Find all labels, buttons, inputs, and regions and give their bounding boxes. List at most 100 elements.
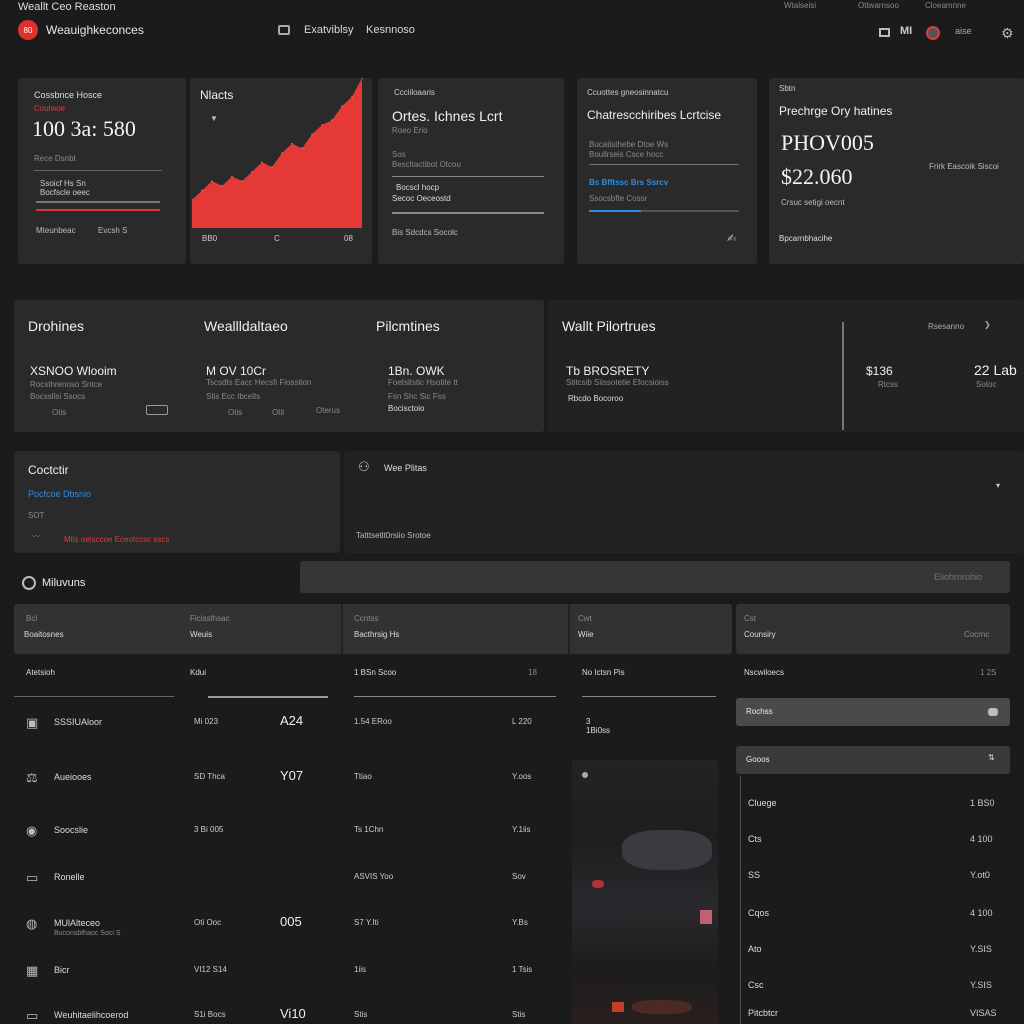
plans-foot: Tatttsetlt0rsiio Srotoe	[356, 531, 431, 540]
table-row[interactable]: ▭ Ronelle ASVIS Yoo Sov	[14, 862, 570, 902]
area-point	[291, 142, 293, 145]
side-list-item[interactable]: Cqos 4 100	[744, 906, 1004, 922]
search-input[interactable]	[300, 561, 1010, 593]
row-c3: 3 1Bi0ss	[586, 717, 611, 735]
side-row0: Nscwiloecs	[744, 668, 785, 677]
area-point	[351, 95, 353, 98]
row-c2: ASVIS Yoo	[354, 872, 394, 881]
area-point	[201, 189, 203, 192]
changes-highlight[interactable]: Bs Bfftssc Brs Ssrcv	[589, 178, 669, 187]
nav-link-a[interactable]: Exatviblsy	[304, 24, 354, 36]
top-right-link-c[interactable]: Cloeamnne	[925, 1, 966, 10]
side-list-item[interactable]: SS Y.ot0	[744, 868, 1004, 884]
thumb-blob-1	[622, 830, 712, 870]
area-point	[251, 170, 253, 173]
brand-name[interactable]: Weauighkeconces	[46, 23, 144, 37]
thumb-blob-4	[632, 1000, 692, 1014]
band-col2-foot-c: Oterus	[316, 406, 341, 415]
table-row[interactable]: ◉ Soocslie 3 Bi 005 Ts 1Chn Y.1iis	[14, 815, 570, 855]
top-app-label: Weallt Ceo Reaston	[18, 1, 116, 13]
orders-footer: Bis Sdcdcs Socolc	[392, 228, 458, 237]
kpi-progress-grey	[36, 201, 160, 203]
row-c2b: Stis	[512, 1010, 526, 1019]
contact-small: SOT	[28, 511, 45, 520]
logo-badge[interactable]: 80	[18, 20, 38, 40]
band-col2-sub1: Tscsdts Eacc Hecsfi Fiosstion	[206, 378, 312, 387]
notification-icon[interactable]	[926, 26, 940, 40]
side-list-item[interactable]: Csc Y.SIS	[744, 978, 1004, 994]
side-button[interactable]: Rochss	[736, 698, 1010, 726]
band-right-chevron-icon[interactable]: ❯	[984, 320, 991, 329]
area-point	[211, 180, 213, 182]
row-name: Soocslie	[54, 825, 89, 835]
changes-card[interactable]: Ccuottes gneosinnatcu Chatrescchiribes L…	[577, 78, 757, 264]
band-col2-foot-b: Otil	[272, 408, 284, 417]
right-icon-label[interactable]: MI	[900, 25, 913, 37]
table-row[interactable]: ▣ SSSIUAloor Mi 023 A24 1.54 ERoo L 220 3 1Bi0…	[14, 707, 610, 747]
row-icon: ▭	[26, 870, 39, 885]
row-c1: Mi 023	[194, 717, 219, 726]
top-right-link-a[interactable]: Wtalseisi	[784, 1, 817, 10]
band-right-value-1: $136	[866, 364, 893, 378]
side-item-value: 4 100	[970, 834, 993, 844]
right-label[interactable]: aise	[955, 26, 972, 36]
plans-corner-icon[interactable]: ▾	[996, 481, 1001, 490]
side-list-item[interactable]: Ato Y.SIS	[744, 942, 1004, 958]
row-name: SSSIUAloor	[54, 717, 103, 727]
plans-card[interactable]: ⚇ Wee Plitas ▾ Tatttsetlt0rsiio Srotoe	[344, 451, 1024, 553]
side-list-title: Gooos	[746, 755, 770, 764]
nav-link-b[interactable]: Kesnnoso	[366, 24, 415, 36]
orders-card[interactable]: Ccciiloaaris Ortes. Ichnes Lcrt Roeo Eri…	[378, 78, 564, 264]
orders-divider-2	[392, 212, 544, 214]
row-icon: ◍	[26, 916, 38, 931]
side-item-label: Cqos	[748, 908, 770, 918]
contact-link[interactable]: Pocfcoe Dbsnio	[28, 489, 92, 499]
row0-c2: 1 BSn Scoo	[354, 668, 397, 677]
summary-card[interactable]: Sbtn Prechrge Ory hatines PHOV005 $22.06…	[769, 78, 1024, 264]
chart-x-label-2: 08	[344, 234, 353, 243]
side-list-item[interactable]: Cts 4 100	[744, 832, 1004, 848]
band-col1-toggle[interactable]	[146, 405, 168, 415]
side-list-header: Gooos ⇅	[736, 746, 1010, 774]
table-row[interactable]: ◍ MUlAlteceo Buconsbthaoc Soci S Oti Ooc 005…	[14, 908, 570, 948]
area-point	[341, 105, 343, 107]
chart-card[interactable]: Nlacts ▼ BB0 C 08	[190, 78, 372, 264]
row0-underline-2	[208, 696, 328, 698]
kpi-card-balance[interactable]: Cossbnce Hosce Coulwoe 100 3a: 580 Rece …	[18, 78, 186, 264]
changes-row-2: Boullrseis Csce hocc	[589, 150, 664, 159]
changes-label: Ccuottes gneosinnatcu	[587, 88, 669, 97]
chart-dropdown-icon[interactable]: ▼	[210, 114, 218, 123]
kpi-footer-right: Evcsh S	[98, 226, 128, 235]
band-col4-title: Wallt Pilortrues	[562, 318, 656, 334]
side-list-filter-icon[interactable]: ⇅	[988, 753, 995, 762]
search-bar[interactable]	[300, 561, 1010, 593]
table-col-sep-1	[341, 604, 343, 654]
side-item-value: 1 BS0	[970, 798, 995, 808]
table-head-2-b: Bacthrsig Hs	[354, 630, 400, 639]
band-right-value-2: 22 Lab	[974, 362, 1017, 378]
area-point	[241, 180, 243, 182]
table-row[interactable]: ▦ Bicr VI12 S14 1iis 1 Tsis	[14, 955, 570, 995]
settings-icon[interactable]: ⚙	[1001, 25, 1014, 41]
nav-square-icon[interactable]	[278, 25, 290, 35]
side-row0-val: 1 2S	[980, 668, 997, 677]
plans-title: Wee Plitas	[384, 463, 427, 473]
table-header: Bcl Boaitosnes Ficissthsac Weuis Ccntss …	[14, 604, 732, 654]
row-c2b: Y.Bs	[512, 918, 528, 927]
metrics-band-right: Wallt Pilortrues Tb BROSRETY Stitcsib Si…	[548, 300, 1024, 432]
row-icon: ▦	[26, 963, 39, 978]
summary-right-note: Frirk Eascoik Siscoi	[929, 162, 999, 171]
area-point	[361, 78, 363, 79]
top-right-link-b[interactable]: Ottwarnsoo	[858, 1, 899, 10]
table-row[interactable]: ▭ Weuhitaelihcoerod S1i Bocs Vi10 Stis Stis	[14, 1000, 570, 1024]
side-list-item[interactable]: Cluege 1 BS0	[744, 796, 1004, 812]
row-c1: VI12 S14	[194, 965, 227, 974]
row0-underline-4	[582, 696, 716, 697]
contact-card[interactable]: Coctctir Pocfcoe Dbsnio SOT 〰 Mtis oeisc…	[14, 451, 340, 553]
window-icon[interactable]	[879, 28, 890, 37]
band-right-label-2: Sotoc	[976, 380, 997, 389]
side-list-item[interactable]: Pitcbtcr VISAS	[744, 1006, 1004, 1022]
table-row-0[interactable]: Atetsioh Kdui 1 BSn Scoo 18 No Ictsn Pis	[14, 662, 732, 702]
band-col4-sub1: Stitcsib Siissotetie Efocsioiss	[566, 378, 669, 387]
